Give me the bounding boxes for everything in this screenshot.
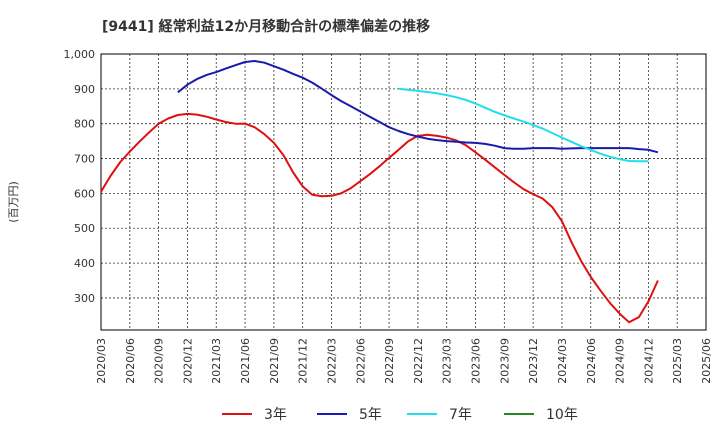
x-tick-label: 2020/09: [153, 338, 166, 384]
y-tick-label: 300: [74, 292, 95, 305]
y-tick-label: 1,000: [64, 48, 96, 61]
x-tick-label: 2020/12: [181, 338, 194, 384]
x-tick-label: 2025/06: [700, 338, 713, 384]
y-tick-label: 900: [74, 83, 95, 96]
x-tick-label: 2024/09: [614, 338, 627, 384]
legend-label: 3年: [264, 407, 287, 423]
x-tick-label: 2020/03: [95, 338, 108, 384]
legend-label: 10年: [546, 407, 578, 423]
x-tick-label: 2022/09: [383, 338, 396, 384]
x-tick-label: 2023/03: [441, 338, 454, 384]
x-axis: 2020/03 2020/06 2020/09 2020/12 2021/03 2021/…: [95, 338, 713, 384]
x-tick-label: 2021/12: [297, 338, 310, 384]
y-axis-label: (百万円): [7, 181, 20, 223]
y-tick-label: 800: [74, 118, 95, 131]
legend-label: 7年: [449, 407, 472, 423]
x-tick-label: 2022/06: [354, 338, 367, 384]
plot-frame: [100, 53, 707, 331]
grid: [100, 53, 707, 330]
x-tick-label: 2024/06: [585, 338, 598, 384]
legend: 3年 5年 7年 10年: [222, 407, 578, 423]
x-tick-label: 2023/06: [470, 338, 483, 384]
series-line-7年: [398, 87, 649, 163]
y-tick-label: 600: [74, 187, 95, 200]
y-tick-label: 400: [74, 257, 95, 270]
series-line-5年: [177, 60, 659, 154]
x-tick-label: 2021/09: [268, 338, 281, 384]
x-tick-label: 2022/12: [412, 338, 425, 384]
chart-title: [9441] 経常利益12か月移動合計の標準偏差の推移: [102, 18, 430, 35]
series-line-3年: [100, 112, 659, 324]
x-tick-label: 2024/03: [556, 338, 569, 384]
x-tick-label: 2023/09: [498, 338, 511, 384]
legend-label: 5年: [359, 407, 382, 423]
x-tick-label: 2023/12: [527, 338, 540, 384]
y-axis: 1,000 900 800 700 600 500 400 300: [64, 48, 96, 305]
series-group: [100, 60, 659, 324]
x-tick-label: 2024/12: [642, 338, 655, 384]
y-tick-label: 500: [74, 222, 95, 235]
x-tick-label: 2020/06: [124, 338, 137, 384]
x-tick-label: 2022/03: [325, 338, 338, 384]
y-tick-label: 700: [74, 153, 95, 166]
x-tick-label: 2025/03: [671, 338, 684, 384]
x-tick-label: 2021/03: [210, 338, 223, 384]
x-tick-label: 2021/06: [239, 338, 252, 384]
